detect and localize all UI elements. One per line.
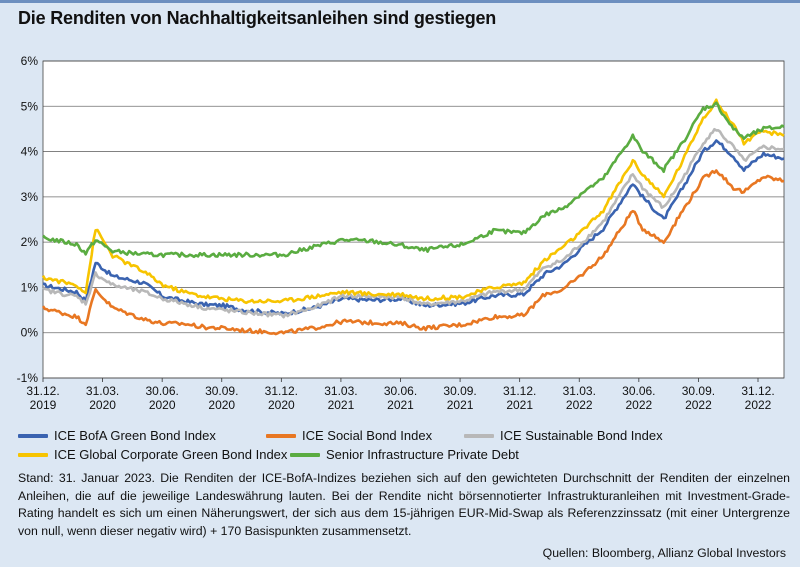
- legend-swatch: [464, 433, 494, 438]
- legend-label: ICE Global Corporate Green Bond Index: [54, 447, 288, 462]
- x-tick-label-date: 31.12.: [503, 384, 536, 398]
- x-tick-label-date: 30.09.: [682, 384, 715, 398]
- y-tick-label: 0%: [21, 326, 39, 340]
- legend-item-green-bond: ICE BofA Green Bond Index: [18, 428, 216, 443]
- x-tick-label-year: 2022: [685, 398, 712, 412]
- legend-label: Senior Infrastructure Private Debt: [326, 447, 519, 462]
- y-tick-label: -1%: [17, 371, 39, 385]
- series-line: [42, 101, 785, 259]
- y-tick-label: 3%: [21, 190, 39, 204]
- x-tick-label-year: 2020: [208, 398, 235, 412]
- x-tick-label-year: 2021: [506, 398, 533, 412]
- x-tick-label-date: 30.06.: [145, 384, 178, 398]
- legend-item-sustainable-bond: ICE Sustainable Bond Index: [464, 428, 663, 443]
- x-tick-label-year: 2022: [566, 398, 593, 412]
- x-tick-label-date: 31.12.: [741, 384, 774, 398]
- sources: Quellen: Bloomberg, Allianz Global Inves…: [542, 546, 786, 560]
- x-tick-label-year: 2022: [745, 398, 772, 412]
- x-tick-label-date: 30.06.: [384, 384, 417, 398]
- legend-item-corporate-green-bond: ICE Global Corporate Green Bond Index: [18, 447, 287, 462]
- legend-swatch: [290, 452, 320, 457]
- legend-label: ICE Social Bond Index: [302, 428, 433, 443]
- legend-swatch: [18, 452, 48, 457]
- x-tick-label-year: 2021: [447, 398, 474, 412]
- plot-area: [43, 61, 784, 378]
- x-tick-label-year: 2019: [30, 398, 57, 412]
- legend-swatch: [18, 433, 48, 438]
- x-tick-label-year: 2020: [89, 398, 116, 412]
- series-line: [41, 98, 785, 305]
- y-tick-label: 2%: [21, 235, 39, 249]
- x-tick-label-date: 31.03.: [86, 384, 119, 398]
- x-tick-label-date: 30.09.: [205, 384, 238, 398]
- x-tick-label-date: 31.03.: [563, 384, 596, 398]
- x-tick-label-date: 30.06.: [622, 384, 655, 398]
- series-line: [41, 169, 785, 336]
- line-chart: -1%0%1%2%3%4%5%6%31.12.201931.03.202030.…: [17, 54, 785, 412]
- y-tick-label: 5%: [21, 99, 39, 113]
- chart-title: Die Renditen von Nachhaltigkeitsanleihen…: [18, 8, 497, 28]
- x-tick-label-date: 31.12.: [265, 384, 298, 398]
- legend-label: ICE Sustainable Bond Index: [500, 428, 663, 443]
- legend-item-social-bond: ICE Social Bond Index: [266, 428, 432, 443]
- y-tick-label: 1%: [21, 280, 39, 294]
- x-tick-label-date: 31.12.: [26, 384, 59, 398]
- x-tick-label-date: 31.03.: [324, 384, 357, 398]
- x-tick-label-year: 2020: [268, 398, 295, 412]
- x-tick-label-year: 2020: [149, 398, 176, 412]
- y-tick-label: 6%: [21, 54, 39, 68]
- series-line: [42, 128, 785, 319]
- x-tick-label-year: 2021: [387, 398, 414, 412]
- footnote: Stand: 31. Januar 2023. Die Renditen der…: [18, 471, 790, 538]
- x-tick-label-year: 2022: [625, 398, 652, 412]
- legend-swatch: [266, 433, 296, 438]
- legend-item-infrastructure-debt: Senior Infrastructure Private Debt: [290, 447, 519, 462]
- x-tick-label-date: 30.09.: [443, 384, 476, 398]
- legend-label: ICE BofA Green Bond Index: [54, 428, 216, 443]
- y-tick-label: 4%: [21, 145, 39, 159]
- plot-border: [42, 60, 785, 379]
- x-tick-label-year: 2021: [328, 398, 355, 412]
